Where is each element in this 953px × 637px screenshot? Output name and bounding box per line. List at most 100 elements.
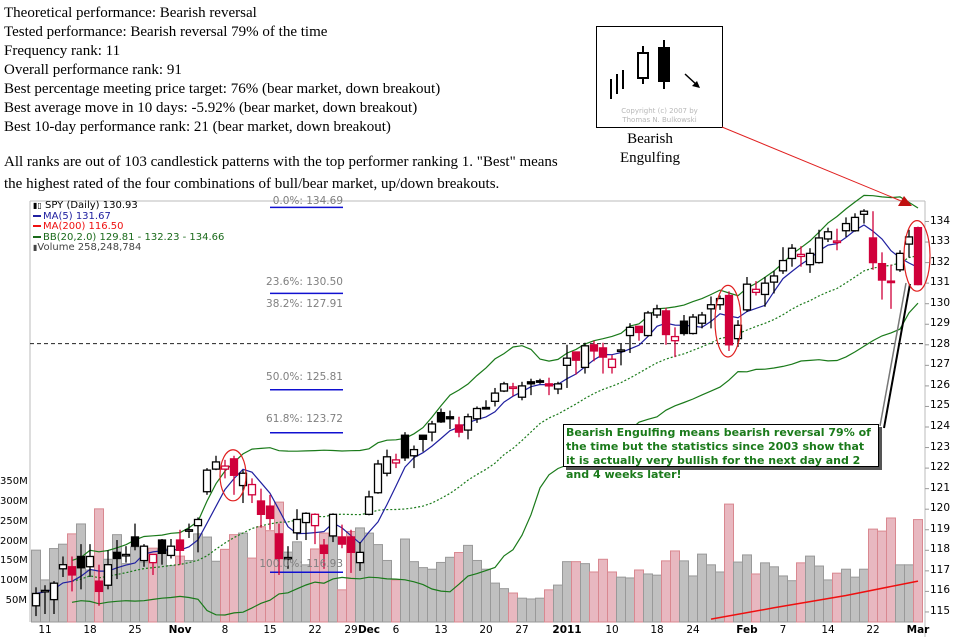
copyright-line-1: Copyright (c) 2007 by [621, 107, 698, 115]
fib-label-0: 0.0%: 134.69 [272, 195, 343, 207]
date-tick-label: 13 [434, 624, 448, 636]
volume-bar [166, 565, 176, 623]
volume-bar [229, 534, 239, 623]
bb-swatch-icon [33, 235, 41, 238]
volume-bar [463, 544, 473, 623]
candle-body [337, 536, 347, 545]
candle-body [580, 345, 590, 369]
date-tick-label: 18 [650, 624, 664, 636]
candle-body [616, 349, 626, 353]
volume-bar [634, 569, 644, 623]
volume-bars [31, 501, 923, 623]
volume-bar [472, 559, 482, 623]
candle-body [427, 423, 437, 433]
chart-legend: ▮▯ SPY (Daily) 130.93 MA(5) 131.67 MA(20… [33, 200, 224, 254]
price-tick-label: 123 [930, 440, 951, 453]
candle-body [445, 416, 455, 420]
candle-body [121, 553, 131, 557]
candle-body [229, 458, 239, 476]
volume-bar [256, 526, 266, 623]
volume-tick-label: 250M [0, 515, 28, 527]
date-tick-label: 25 [128, 624, 142, 636]
price-tick-label: 127 [930, 358, 951, 371]
volume-bar [805, 555, 815, 623]
volume-bar [598, 558, 608, 623]
candle-body [733, 324, 743, 340]
volume-bar [130, 546, 140, 623]
candle-body [184, 529, 194, 532]
candle-body [355, 551, 365, 564]
volume-bars-icon: ▮ [33, 243, 38, 252]
ma200-swatch-icon [33, 225, 41, 227]
volume-bar [814, 565, 824, 623]
candle-body [490, 392, 500, 402]
date-tick-label: 24 [686, 624, 700, 636]
candle-body [886, 280, 896, 284]
candle-body [724, 294, 734, 346]
candle-body [76, 555, 86, 569]
candle-body [463, 416, 473, 431]
volume-bar [562, 561, 572, 623]
volume-bar [679, 560, 689, 623]
candle-body [526, 381, 536, 385]
candle-body [859, 210, 869, 215]
volume-bar [391, 579, 401, 623]
candle-body [40, 589, 50, 593]
ranking-note: All ranks are out of 103 candlestick pat… [4, 151, 558, 195]
stat-average-move: Best average move in 10 days: -5.92% (be… [4, 100, 418, 116]
fib-label-61-8: 61.8%: 123.72 [266, 413, 343, 425]
candle-body [517, 385, 527, 398]
volume-bar [544, 589, 554, 623]
volume-bar [553, 584, 563, 623]
volume-bar [724, 503, 734, 623]
candle-body [112, 551, 122, 560]
volume-bar [661, 560, 671, 623]
note-line-2: the highest rated of the four combinatio… [4, 176, 500, 192]
volume-bar [787, 580, 797, 623]
volume-bar [508, 592, 518, 623]
price-tick-label: 131 [930, 276, 951, 289]
volume-bar [652, 574, 662, 623]
candle-body [148, 553, 158, 564]
volume-bar [760, 562, 770, 623]
volume-bar [769, 566, 779, 623]
candle-body [400, 434, 410, 459]
legend-volume-text: Volume 258,248,784 [37, 242, 142, 253]
candle-body [67, 566, 77, 576]
caption-line-2: Engulfing [620, 150, 680, 166]
ma200-line [710, 580, 919, 620]
candle-body [823, 231, 833, 240]
volume-bar [580, 563, 590, 623]
date-tick-label: 22 [308, 624, 322, 636]
date-tick-label: Nov [168, 624, 192, 636]
volume-bar [607, 571, 617, 623]
stat-frequency-rank: Frequency rank: 11 [4, 43, 121, 59]
bollinger-lower-line [71, 302, 919, 616]
volume-bar [427, 568, 437, 623]
fib-label-100: 100.0%: 116.93 [259, 558, 343, 570]
legend-symbol: ▮▯ SPY (Daily) 130.93 [33, 200, 224, 212]
candle-body [274, 533, 284, 560]
candle-body [913, 227, 923, 286]
price-tick-label: 119 [930, 522, 951, 535]
volume-bar [382, 559, 392, 623]
volume-bar [706, 564, 716, 623]
date-tick-label: Dec [357, 624, 381, 636]
volume-bar [526, 598, 536, 623]
volume-tick-label: 300M [0, 495, 28, 507]
volume-bar [355, 527, 365, 623]
volume-bar [184, 559, 194, 623]
candle-body [868, 237, 878, 264]
volume-bar [868, 528, 878, 623]
candle-body [751, 288, 761, 294]
volume-bar [877, 530, 887, 623]
candle-body [265, 505, 275, 520]
volume-bar [643, 573, 653, 623]
volume-tick-label: 50M [5, 595, 27, 607]
volume-bar [265, 530, 275, 623]
date-tick-label: 22 [866, 624, 880, 636]
volume-bar [292, 541, 302, 623]
volume-bar [715, 571, 725, 623]
chart-frame [29, 200, 926, 637]
volume-bar [175, 555, 185, 623]
